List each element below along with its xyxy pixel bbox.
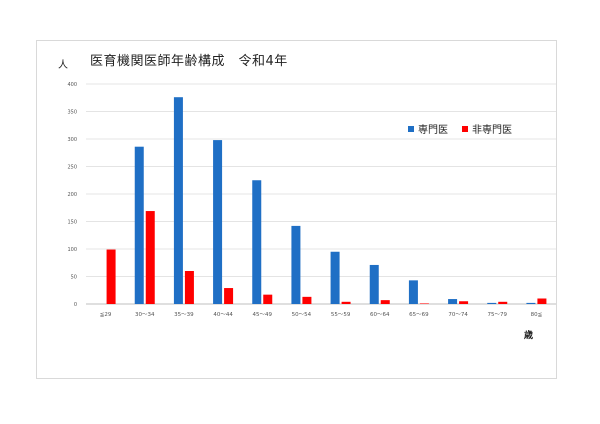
y-tick-label: 300: [67, 137, 77, 143]
bar-series-1: [145, 211, 155, 304]
x-tick-label: 50～54: [292, 312, 312, 318]
chart-title: 医育機関医師年齢構成 令和4年: [90, 54, 288, 69]
bar-series-0: [173, 97, 183, 304]
y-tick-label: 50: [71, 275, 77, 281]
bar-series-1: [537, 298, 547, 304]
x-tick-label: 80≦: [531, 312, 543, 318]
bar-series-1: [302, 296, 312, 304]
legend-swatch-series-1: [462, 125, 468, 132]
x-tick-label: 55～59: [331, 312, 351, 318]
y-tick-label: 400: [67, 82, 77, 88]
bar-series-1: [419, 303, 429, 304]
bar-series-0: [134, 146, 144, 304]
x-tick-label: 75～79: [488, 312, 508, 318]
x-tick-label: 65～69: [409, 312, 429, 318]
y-tick-label: 150: [67, 220, 77, 226]
x-tick-label: 35～39: [174, 312, 194, 318]
bar-series-0: [252, 180, 262, 304]
x-tick-label: 45～49: [253, 312, 273, 318]
y-tick-label: 350: [67, 110, 77, 116]
bar-series-0: [291, 225, 301, 304]
x-tick-label: 60～64: [370, 312, 390, 318]
bar-series-1: [459, 301, 469, 304]
x-tick-label: 70～74: [448, 312, 468, 318]
chart-frame: [36, 40, 557, 379]
y-tick-label: 250: [67, 165, 77, 171]
x-axis-label: 歳: [524, 331, 534, 341]
bar-series-0: [487, 302, 497, 304]
legend: 専門医 非専門医: [408, 121, 512, 136]
bar-series-1: [106, 249, 116, 304]
bar-series-1: [184, 271, 194, 304]
bar-series-1: [498, 301, 508, 304]
legend-item-series-1: 非専門医: [462, 121, 512, 136]
x-tick-label: 40～44: [213, 312, 233, 318]
bar-series-1: [341, 301, 351, 304]
legend-label-series-0: 専門医: [418, 125, 448, 136]
bar-series-0: [213, 140, 223, 304]
bar-series-0: [448, 299, 458, 304]
y-tick-label: 100: [67, 247, 77, 253]
y-axis-label: 人: [58, 60, 68, 71]
x-tick-label: ≦29: [100, 312, 112, 318]
y-tick-label: 0: [74, 302, 77, 308]
bar-series-1: [263, 294, 273, 304]
bar-series-0: [369, 264, 379, 304]
bar-series-0: [408, 280, 418, 304]
bar-series-1: [380, 300, 390, 304]
bar-series-0: [526, 302, 536, 304]
bar-series-0: [330, 251, 340, 304]
legend-item-series-0: 専門医: [408, 121, 448, 136]
bar-series-1: [224, 288, 234, 304]
x-tick-label: 30～34: [135, 312, 155, 318]
y-tick-label: 200: [67, 192, 77, 198]
legend-swatch-series-0: [408, 125, 414, 132]
legend-label-series-1: 非専門医: [472, 125, 512, 136]
